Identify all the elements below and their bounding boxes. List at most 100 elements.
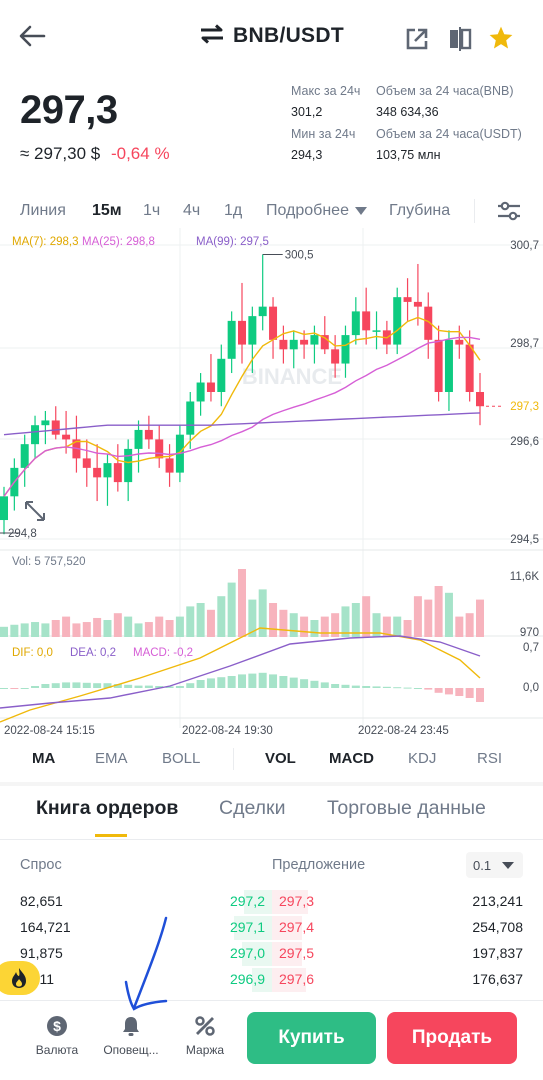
promo-fab[interactable] xyxy=(0,961,40,995)
tab-15m[interactable]: 15м xyxy=(92,202,122,219)
swap-icon[interactable] xyxy=(199,24,225,44)
candle-body[interactable] xyxy=(269,306,278,340)
candle-body[interactable] xyxy=(62,434,71,440)
tab-orderbook[interactable]: Книга ордеров xyxy=(36,797,179,819)
candle-body[interactable] xyxy=(20,444,29,468)
candle-body[interactable] xyxy=(413,301,422,307)
candle-body[interactable] xyxy=(310,335,319,345)
tab-more[interactable]: Подробнее xyxy=(266,202,368,220)
candle-body[interactable] xyxy=(300,339,309,345)
tab-trading-data[interactable]: Торговые данные xyxy=(327,797,486,819)
ind-vol[interactable]: VOL xyxy=(265,750,296,767)
macd-tick-label: 0,0 xyxy=(523,682,539,694)
macd-histogram-bar xyxy=(155,686,164,688)
ask-price: 297,6 xyxy=(279,971,315,987)
tab-4h[interactable]: 4ч xyxy=(183,202,201,219)
macd-histogram-bar xyxy=(51,683,60,688)
tab-depth[interactable]: Глубина xyxy=(389,202,451,219)
tab-1h[interactable]: 1ч xyxy=(143,202,161,219)
macd-histogram-bar xyxy=(465,688,474,698)
nav-alerts[interactable]: Оповещ... xyxy=(96,1015,166,1057)
ask-qty: 176,637 xyxy=(472,971,523,987)
candle-body[interactable] xyxy=(434,339,443,392)
sell-button[interactable]: Продать xyxy=(387,1012,517,1064)
macd-histogram-bar xyxy=(103,683,112,688)
volume-bar xyxy=(444,592,453,637)
pair-title[interactable]: BNB/USDT xyxy=(0,24,543,48)
macd-dea-line xyxy=(0,635,481,709)
nav-currency[interactable]: $ Валюта xyxy=(22,1015,92,1057)
candle-body[interactable] xyxy=(82,458,91,468)
candle-body[interactable] xyxy=(113,463,122,483)
share-icon[interactable] xyxy=(405,27,429,51)
tab-trades[interactable]: Сделки xyxy=(219,797,286,819)
candle-body[interactable] xyxy=(393,297,402,345)
vol-tick-label: 11,6K xyxy=(510,571,540,583)
candle-body[interactable] xyxy=(351,311,360,336)
candle-body[interactable] xyxy=(227,320,236,359)
candlestick-chart[interactable]: BINANCE 300,7 298,7 296,6 294,5 297,3 300,5 294… xyxy=(0,228,543,740)
candle-body[interactable] xyxy=(155,439,164,459)
macd-histogram-bar xyxy=(413,688,422,689)
buy-button[interactable]: Купить xyxy=(247,1012,376,1064)
candle-body[interactable] xyxy=(248,316,257,345)
orderbook-row[interactable]: 91,875 297,0 297,5 197,837 xyxy=(0,941,543,967)
macd-histogram-bar xyxy=(393,687,402,689)
candle-body[interactable] xyxy=(258,306,267,317)
ind-ma[interactable]: MA xyxy=(32,750,56,767)
ind-kdj[interactable]: KDJ xyxy=(408,750,437,767)
section-divider xyxy=(0,782,543,786)
back-arrow-icon[interactable] xyxy=(18,24,46,48)
candle-body[interactable] xyxy=(341,335,350,364)
top-bar: BNB/USDT xyxy=(0,0,543,78)
candle-body[interactable] xyxy=(465,344,474,392)
ind-rsi[interactable]: RSI xyxy=(477,750,503,767)
candle-body[interactable] xyxy=(331,349,340,364)
candle-body[interactable] xyxy=(206,382,215,392)
ind-ema[interactable]: EMA xyxy=(95,750,128,767)
candle-body[interactable] xyxy=(424,306,433,340)
vol-tick-label: 970 xyxy=(520,627,539,639)
candle-body[interactable] xyxy=(455,339,464,345)
favorite-star-icon[interactable] xyxy=(487,25,515,51)
candle-body[interactable] xyxy=(51,420,60,435)
orderbook-row[interactable]: 82,651 297,2 297,3 213,241 xyxy=(0,889,543,915)
candle-body[interactable] xyxy=(134,429,143,449)
candle-body[interactable] xyxy=(186,401,195,435)
candle-body[interactable] xyxy=(444,339,453,392)
candle-body[interactable] xyxy=(362,311,371,331)
candle-body[interactable] xyxy=(372,330,381,332)
compare-icon[interactable] xyxy=(448,26,472,52)
bid-header: Спрос xyxy=(20,857,62,873)
ind-macd[interactable]: MACD xyxy=(329,750,374,767)
nav-margin[interactable]: Маржа xyxy=(170,1015,240,1057)
macd-histogram-bar xyxy=(124,684,133,688)
candle-body[interactable] xyxy=(217,358,226,392)
ask-price: 297,4 xyxy=(279,919,315,935)
candle-body[interactable] xyxy=(289,339,298,350)
candle-body[interactable] xyxy=(103,463,112,478)
tab-1d[interactable]: 1д xyxy=(224,202,243,219)
orderbook-row[interactable]: 164,721 297,1 297,4 254,708 xyxy=(0,915,543,941)
candle-body[interactable] xyxy=(124,448,133,483)
candle-body[interactable] xyxy=(238,320,246,345)
candle-body[interactable] xyxy=(41,420,50,426)
candle-body[interactable] xyxy=(403,297,412,302)
chart-settings-icon[interactable] xyxy=(497,201,521,221)
macd-histogram-bar xyxy=(279,676,288,688)
precision-select[interactable]: 0.1 xyxy=(466,852,523,878)
watermark: BINANCE xyxy=(242,364,342,389)
candle-body[interactable] xyxy=(476,392,484,407)
candle-body[interactable] xyxy=(279,339,288,350)
candle-body[interactable] xyxy=(165,458,174,473)
tab-line[interactable]: Линия xyxy=(20,202,66,219)
candle-body[interactable] xyxy=(320,335,329,350)
candle-body[interactable] xyxy=(31,425,40,445)
candle-body[interactable] xyxy=(196,382,205,402)
candle-body[interactable] xyxy=(93,467,102,478)
expand-icon[interactable] xyxy=(25,501,45,521)
ind-boll[interactable]: BOLL xyxy=(162,750,201,767)
candle-body[interactable] xyxy=(0,496,8,521)
candle-body[interactable] xyxy=(144,429,153,440)
